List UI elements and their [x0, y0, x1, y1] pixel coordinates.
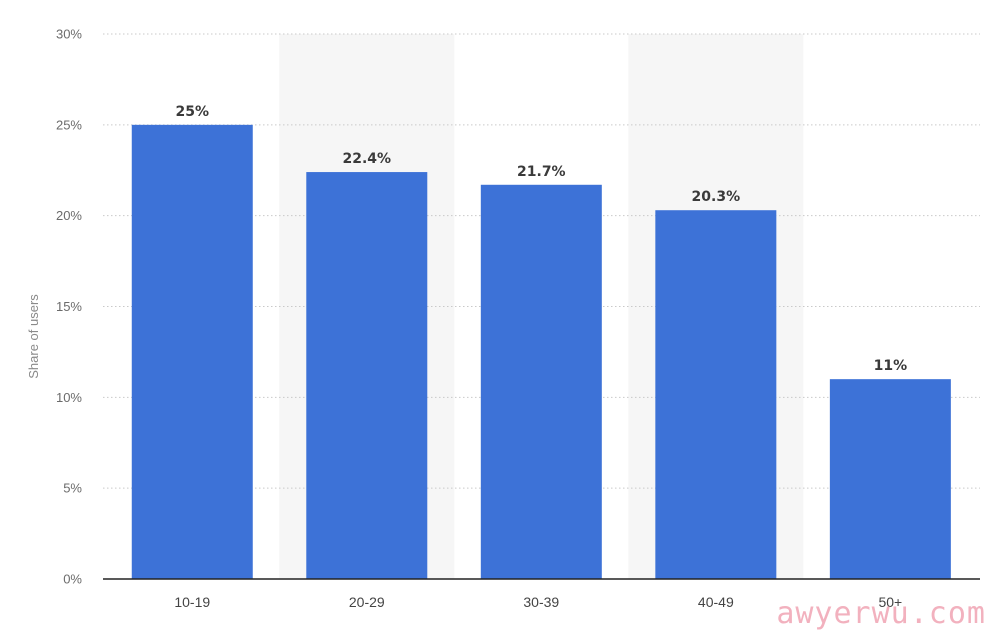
y-tick-label: 20% [56, 208, 82, 223]
watermark-text: awyerwu.com [776, 596, 986, 631]
y-tick-label: 25% [56, 117, 82, 132]
bar [480, 184, 602, 580]
y-axis-title: Share of users [26, 294, 41, 379]
x-tick-label: 10-19 [174, 594, 210, 610]
bar [131, 124, 253, 579]
bars [131, 124, 951, 580]
x-tick-label: 30-39 [523, 594, 559, 610]
x-tick-label: 20-29 [349, 594, 385, 610]
y-tick-label: 5% [63, 481, 82, 496]
y-tick-label: 10% [56, 390, 82, 405]
data-labels: 25% 22.4% 21.7% 20.3% 11% [176, 104, 908, 374]
data-label: 21.7% [517, 164, 566, 180]
x-tick-label: 40-49 [698, 594, 734, 610]
x-tick-label: 50+ [878, 594, 902, 610]
x-axis-ticks: 10-19 20-29 30-39 40-49 50+ [174, 594, 902, 610]
y-axis-ticks: 0% 5% 10% 15% 20% 25% 30% [56, 27, 82, 587]
y-tick-label: 0% [63, 572, 82, 587]
data-label: 25% [176, 104, 210, 120]
bar [306, 172, 428, 580]
data-label: 20.3% [692, 189, 741, 205]
y-tick-label: 15% [56, 299, 82, 314]
bar [829, 379, 951, 579]
bar [655, 210, 777, 579]
data-label: 11% [874, 358, 908, 374]
data-label: 22.4% [342, 151, 391, 167]
y-tick-label: 30% [56, 27, 82, 42]
